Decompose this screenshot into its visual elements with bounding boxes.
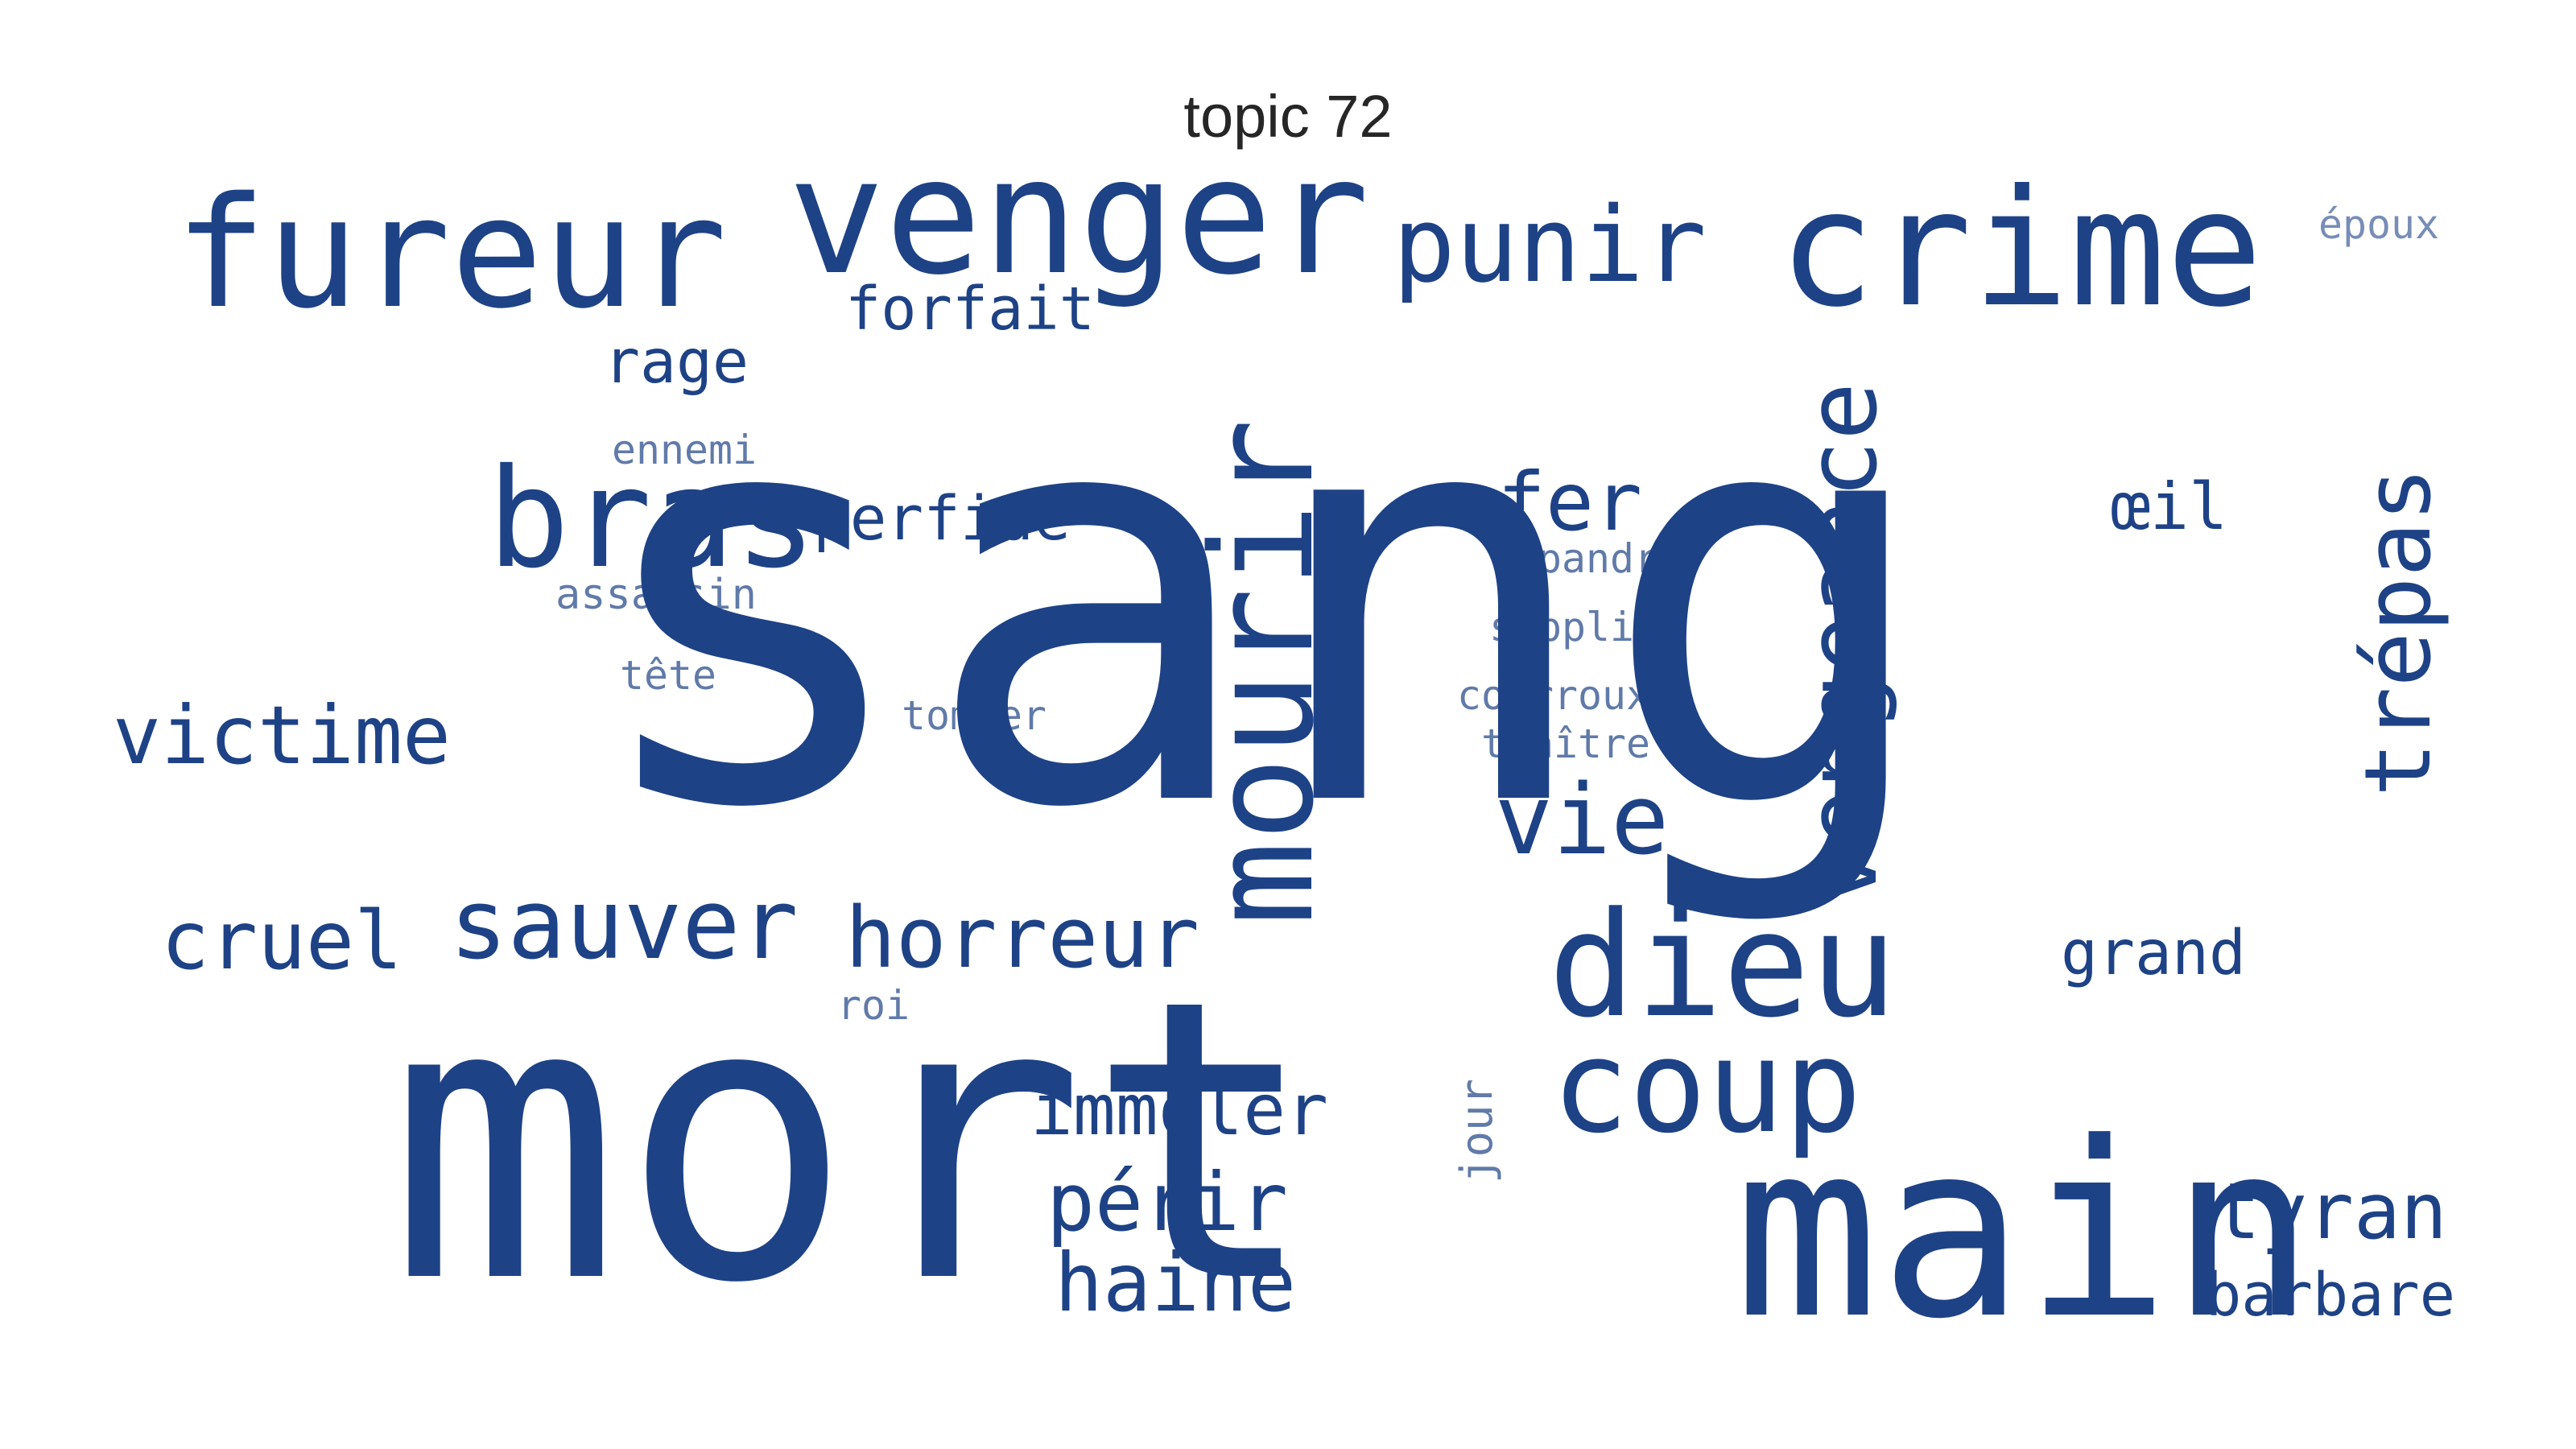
word-rage: rage <box>604 326 749 397</box>
word-jour: jour <box>1451 1079 1502 1183</box>
word-courroux: courroux <box>1457 672 1650 720</box>
word-fer: fer <box>1497 456 1642 550</box>
word-grand: grand <box>2061 917 2246 989</box>
word-victime: victime <box>113 689 451 783</box>
word-tête: tête <box>620 652 716 700</box>
chart-title: topic 72 <box>1183 83 1393 150</box>
word-vengeance: vengeance <box>1787 382 1899 906</box>
word-périr: périr <box>1046 1156 1288 1250</box>
word-cruel: cruel <box>161 894 402 989</box>
word-époux: époux <box>2318 201 2439 249</box>
word-ennemi: ennemi <box>612 427 757 474</box>
word-haine: haine <box>1055 1236 1296 1331</box>
word-bras: bras <box>487 440 817 599</box>
word-perfide: perfide <box>813 483 1071 555</box>
word-horreur: horreur <box>845 888 1199 987</box>
word-coup: coup <box>1551 1011 1862 1162</box>
word-supplice: supplice <box>1489 604 1682 651</box>
word-tomber: tomber <box>902 692 1046 740</box>
word-mourir: mourir <box>1181 419 1345 926</box>
word-traître: traître <box>1481 720 1650 768</box>
word-barbare: barbare <box>2206 1261 2455 1331</box>
word-immoler: immoler <box>1030 1069 1328 1152</box>
word-punir: punir <box>1393 184 1707 307</box>
word-vie: vie <box>1494 765 1670 877</box>
word-fureur: fureur <box>174 164 728 342</box>
word-venger: venger <box>787 123 1370 311</box>
word-forfait: forfait <box>845 275 1095 345</box>
word-œil: œil <box>2111 469 2228 544</box>
word-crime: crime <box>1777 155 2264 343</box>
word-main: main <box>1733 1091 2316 1372</box>
word-assassin: assassin <box>555 571 757 620</box>
word-roi: roi <box>837 982 910 1030</box>
word-mort: mort <box>388 918 1319 1368</box>
word-dieu: dieu <box>1548 881 1897 1050</box>
word-trépas: trépas <box>2345 467 2452 797</box>
word-sauver: sauver <box>449 869 799 981</box>
word-tyran: tyran <box>2214 1166 2447 1257</box>
word-répandre: répandre <box>1489 535 1682 583</box>
word-sang: sang <box>581 275 1938 931</box>
